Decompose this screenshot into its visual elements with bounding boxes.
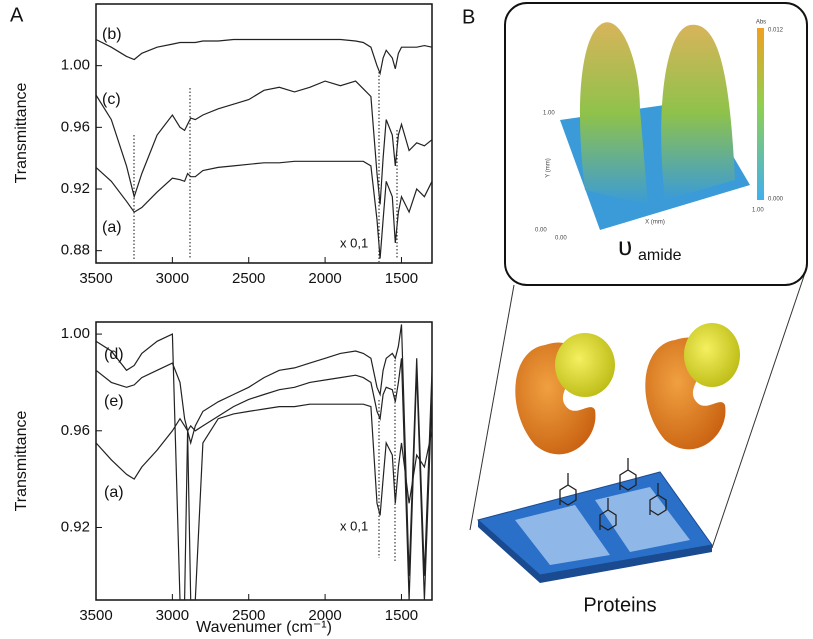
y-tick-label: 0.92 [61, 180, 90, 197]
colorbar-label: 0.012 [768, 28, 784, 34]
annotation: x 0,1 [340, 518, 368, 533]
inset-symbol: υ [618, 231, 632, 261]
y-axis-label: Transmittance [13, 411, 30, 512]
panel-label: B [462, 6, 475, 28]
colorbar-title: Abs [756, 20, 766, 26]
spectrum-line [95, 403, 433, 601]
spectrum-line [95, 358, 433, 601]
y-tick-label: 0.96 [61, 422, 90, 439]
illustration: Abs 0.012 0.000 Y (mm) X (mm) 1.00 0.00 … [469, 2, 808, 616]
axis-tick: 0.00 [555, 236, 567, 242]
axis-label: X (mm) [645, 220, 665, 226]
panel-label: A [10, 4, 24, 26]
spectrum-line [95, 160, 433, 259]
spectrum-line [95, 324, 433, 601]
y-axis-label: Transmittance [13, 83, 30, 184]
x-tick-label: 3500 [79, 607, 112, 624]
x-axis-label: Wavenumer (cm⁻¹) [196, 619, 332, 636]
x-tick-label: 1500 [385, 607, 418, 624]
series-label: (d) [104, 346, 124, 363]
y-tick-label: 0.96 [61, 118, 90, 135]
plot-frame [95, 321, 433, 601]
x-tick-label: 2000 [308, 607, 341, 624]
y-tick-label: 1.00 [61, 325, 90, 342]
x-tick-label: 3500 [79, 270, 112, 287]
inset-subscript: amide [638, 247, 682, 264]
axis-tick: 0.00 [535, 228, 547, 234]
x-tick-label: 2000 [308, 270, 341, 287]
annotation: x 0,1 [340, 235, 368, 250]
colorbar-label: 0.000 [768, 197, 784, 203]
x-tick-label: 2500 [232, 270, 265, 287]
x-tick-label: 3000 [156, 270, 189, 287]
x-tick-label: 2500 [232, 607, 265, 624]
axis-tick: 1.00 [543, 111, 555, 117]
series-label: (b) [102, 26, 122, 43]
series-label: (c) [102, 91, 121, 108]
spectrum-line [95, 38, 433, 76]
spectrum-line [95, 80, 433, 205]
guide-lines [133, 72, 398, 562]
x-tick-label: 3000 [156, 607, 189, 624]
caption: Proteins [583, 594, 656, 616]
axis-tick: 1.00 [752, 208, 764, 214]
series-label: (a) [102, 219, 122, 236]
y-tick-label: 1.00 [61, 57, 90, 74]
plot-frame [95, 3, 433, 264]
y-tick-label: 0.88 [61, 242, 90, 259]
y-tick-label: 0.92 [61, 518, 90, 535]
axis-label: Y (mm) [546, 158, 552, 178]
series-label: (a) [104, 484, 124, 501]
x-tick-label: 1500 [385, 270, 418, 287]
series-label: (e) [104, 393, 124, 410]
